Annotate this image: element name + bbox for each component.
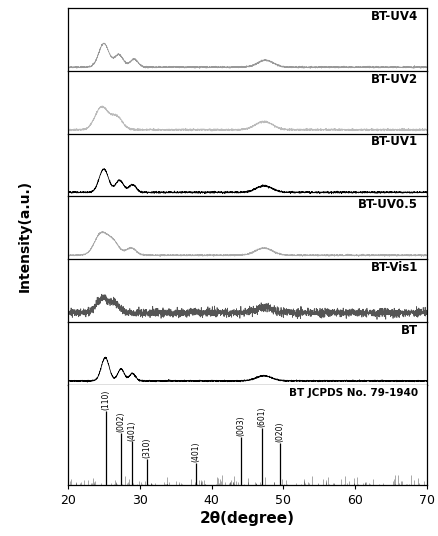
- Text: BT: BT: [401, 324, 418, 337]
- Text: BT-UV1: BT-UV1: [371, 136, 418, 148]
- Text: (401): (401): [127, 420, 136, 441]
- Text: BT JCPDS No. 79-1940: BT JCPDS No. 79-1940: [289, 388, 418, 398]
- Text: (020): (020): [276, 422, 284, 442]
- Text: (601): (601): [258, 407, 266, 427]
- Text: (110): (110): [102, 390, 110, 410]
- Text: BT-Vis1: BT-Vis1: [371, 261, 418, 274]
- Text: BT-UV0.5: BT-UV0.5: [358, 198, 418, 211]
- Text: BT-UV2: BT-UV2: [371, 73, 418, 86]
- Text: (002): (002): [117, 411, 126, 432]
- Text: (401): (401): [191, 442, 200, 463]
- Text: BT-UV4: BT-UV4: [371, 10, 418, 23]
- Text: (310): (310): [142, 437, 152, 458]
- Text: (003): (003): [237, 415, 246, 436]
- Text: Intensity(a.u.): Intensity(a.u.): [18, 180, 32, 292]
- X-axis label: 2θ(degree): 2θ(degree): [200, 511, 295, 526]
